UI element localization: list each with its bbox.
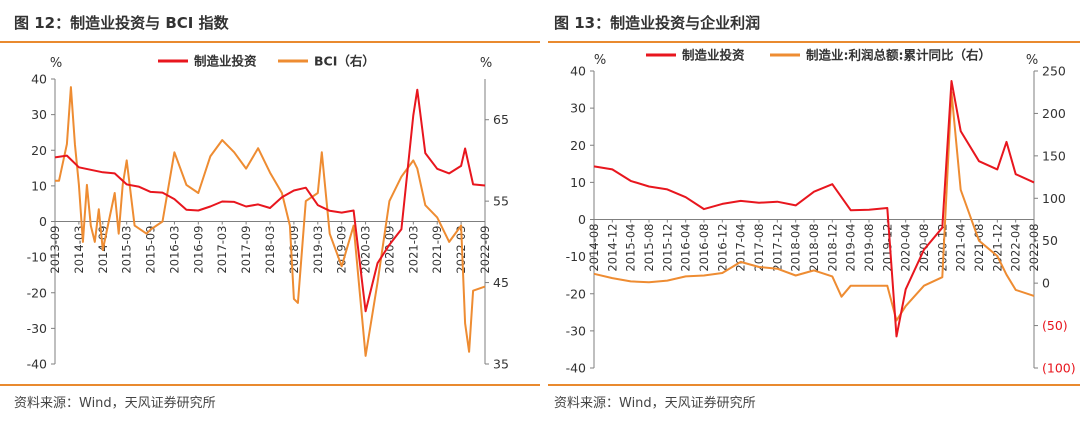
y-unit-left: % xyxy=(50,56,62,71)
y-tick-label-left: 10 xyxy=(31,178,47,193)
y-tick-label-left: 40 xyxy=(570,64,586,79)
x-tick-label: 2013-09 xyxy=(48,226,62,274)
chart-title: 图 12：制造业投资与 BCI 指数 xyxy=(14,14,229,32)
x-tick-label: 2016-09 xyxy=(191,226,205,274)
legend-label: 制造业投资 xyxy=(682,48,745,63)
series-line-bci xyxy=(55,86,486,357)
chart-bci: 40 30 20 10 0 -10 -20 -30 -40 65 55 45 35% % 2013-09 20… xyxy=(27,54,509,372)
title-rule xyxy=(0,41,540,43)
y-tick-label-right: 150 xyxy=(1042,148,1066,163)
y-tick-label-left: -30 xyxy=(27,321,47,336)
y-tick-label-left: -20 xyxy=(566,286,586,301)
x-tick-label: 2019-09 xyxy=(335,226,349,274)
y-tick-label-left: 0 xyxy=(578,212,586,227)
y-tick-label-left: -40 xyxy=(27,357,47,372)
y-tick-label-right: 200 xyxy=(1042,106,1066,121)
title-rule xyxy=(548,41,1080,43)
source-rule xyxy=(548,384,1080,386)
panel-bci: 图 12：制造业投资与 BCI 指数 40 30 20 10 0 -10 -20 -30 -40… xyxy=(0,14,540,411)
y-tick-label-left: 30 xyxy=(31,107,47,122)
y-tick-label-right: 250 xyxy=(1042,64,1066,79)
y-tick-label-right: 55 xyxy=(493,194,509,209)
x-tick-label: 2015-09 xyxy=(144,226,158,274)
series-line-investment xyxy=(593,80,1035,338)
legend-label: BCI（右） xyxy=(314,54,375,69)
chart-title: 图 13：制造业投资与企业利润 xyxy=(554,14,761,32)
source-note: 资料来源：Wind，天风证券研究所 xyxy=(554,396,756,411)
x-tick-label: 2019-04 xyxy=(844,224,858,272)
x-tick-label: 2017-08 xyxy=(752,224,766,272)
x-tick-label: 2015-04 xyxy=(624,224,638,272)
x-tick-label: 2022-04 xyxy=(1009,223,1023,271)
y-unit-right: % xyxy=(1026,53,1038,68)
y-tick-label-left: -30 xyxy=(566,323,586,338)
x-tick-label: 2020-03 xyxy=(359,226,373,274)
y-tick-label-right: 50 xyxy=(1042,233,1058,248)
y-tick-label-left: 20 xyxy=(31,143,47,158)
x-tick-label: 2020-08 xyxy=(917,224,931,272)
x-tick-label: 2016-08 xyxy=(697,224,711,272)
y-unit-right: % xyxy=(480,56,492,71)
y-tick-label-right: 100 xyxy=(1042,191,1066,206)
y-tick-label-left: -10 xyxy=(27,250,47,265)
y-tick-label-left: 20 xyxy=(570,138,586,153)
x-tick-label: 2014-12 xyxy=(605,224,619,272)
x-tick-label: 2018-12 xyxy=(825,224,839,272)
legend-label: 制造业:利润总额:累计同比（右） xyxy=(806,48,991,63)
legend-label: 制造业投资 xyxy=(194,54,257,69)
y-tick-label-right: (100) xyxy=(1042,361,1076,376)
y-tick-label-right: 65 xyxy=(493,112,509,127)
x-tick-label: 2016-04 xyxy=(679,224,693,272)
y-tick-label-right: 35 xyxy=(493,357,509,372)
x-tick-label: 2016-03 xyxy=(167,226,181,274)
x-tick-label: 2018-04 xyxy=(789,224,803,272)
x-tick-label: 2016-12 xyxy=(715,224,729,272)
x-tick-label: 2020-12 xyxy=(935,224,949,272)
x-tick-label: 2015-12 xyxy=(660,224,674,272)
x-tick-label: 2018-03 xyxy=(263,226,277,274)
x-tick-label: 2017-03 xyxy=(215,226,229,274)
x-tick-label: 2022-09 xyxy=(478,226,492,274)
y-tick-label-right: 0 xyxy=(1042,276,1050,291)
y-unit-left: % xyxy=(594,53,606,68)
x-tick-label: 2021-09 xyxy=(430,226,444,274)
x-tick-label: 2020-09 xyxy=(382,226,396,274)
x-tick-label: 2019-08 xyxy=(862,224,876,272)
y-tick-label-left: 10 xyxy=(570,175,586,190)
source-note: 资料来源：Wind，天风证券研究所 xyxy=(14,396,216,411)
x-tick-label: 2017-09 xyxy=(239,226,253,274)
x-tick-label: 2022-08 xyxy=(1027,224,1041,272)
x-tick-label: 2021-08 xyxy=(972,224,986,272)
y-tick-label-right: (50) xyxy=(1042,318,1068,333)
y-tick-label-left: -40 xyxy=(566,361,586,376)
x-tick-label: 2021-03 xyxy=(406,226,420,274)
x-tick-label: 2015-08 xyxy=(642,224,656,272)
x-tick-label: 2014-08 xyxy=(587,224,601,272)
y-tick-label-left: -10 xyxy=(566,249,586,264)
x-tick-label: 2017-04 xyxy=(734,224,748,272)
y-tick-label-left: 40 xyxy=(31,72,47,87)
x-tick-label: 2019-03 xyxy=(311,226,325,274)
chart-profit: 403020100-10-20-30-40250200150100500(50)… xyxy=(566,48,1076,376)
series-line-profit xyxy=(593,91,1035,322)
x-tick-label: 2018-08 xyxy=(807,224,821,272)
x-tick-label: 2015-03 xyxy=(120,226,134,274)
x-tick-label: 2017-12 xyxy=(770,223,784,271)
series-line-investment xyxy=(54,88,486,313)
y-tick-label-left: -20 xyxy=(27,285,47,300)
x-tick-label: 2018-09 xyxy=(287,226,301,274)
y-tick-label-left: 30 xyxy=(570,101,586,116)
y-tick-label-left: 0 xyxy=(39,214,47,229)
x-tick-label: 2021-12 xyxy=(990,224,1004,272)
source-rule xyxy=(0,384,540,386)
x-tick-label: 2020-04 xyxy=(899,224,913,272)
y-tick-label-right: 45 xyxy=(493,275,509,290)
panel-profit: 图 13：制造业投资与企业利润 40 30 20 10 0 -10 -20 -30 -40 250… xyxy=(548,0,1080,422)
x-tick-label: 2021-04 xyxy=(954,224,968,272)
